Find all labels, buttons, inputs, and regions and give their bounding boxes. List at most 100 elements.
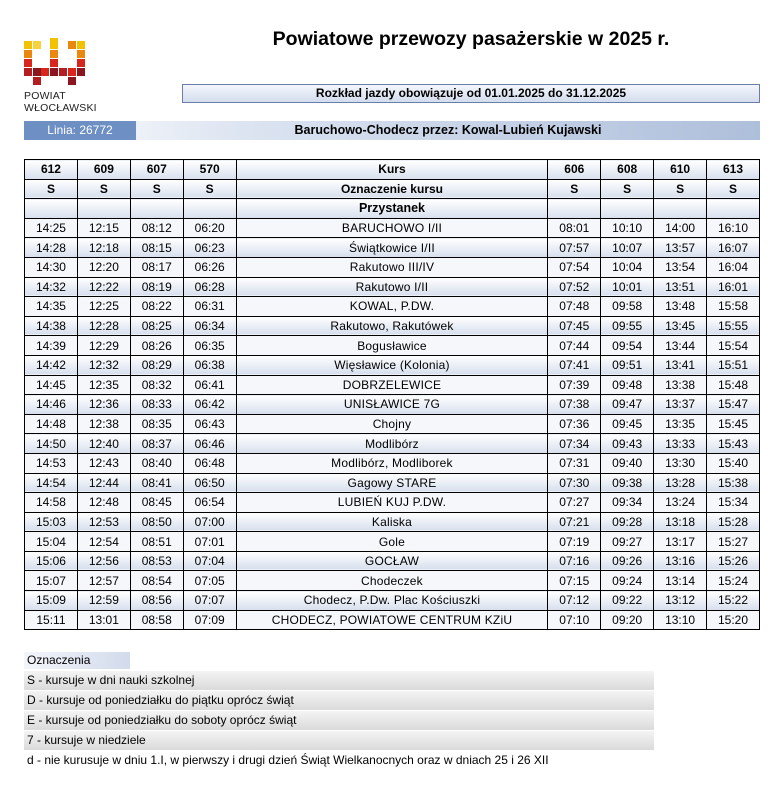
departure-time: 07:48 <box>547 296 602 317</box>
departure-time: 15:20 <box>706 609 760 631</box>
departure-time: 09:26 <box>600 550 655 572</box>
departure-time: 12:36 <box>76 394 131 415</box>
departure-time: 15:07 <box>24 570 78 592</box>
departure-time: 13:28 <box>653 472 708 494</box>
stop-name: UNISŁAWICE 7G <box>235 394 549 415</box>
stop-name: Rakutowo, Rakutówek <box>235 315 549 337</box>
departure-time: 14:45 <box>24 374 78 396</box>
line-number-label: Linia: 26772 <box>24 121 136 140</box>
departure-time: 13:33 <box>653 433 708 454</box>
table-row: 14:53 12:43 08:40 06:48 Modlibórz, Modlibore… <box>24 452 760 474</box>
departure-time: 08:22 <box>129 296 184 317</box>
table-row: 15:04 12:54 08:51 07:01 Gole 07:19 09:27 13:17 1… <box>24 531 760 552</box>
departure-time: 08:53 <box>129 550 184 572</box>
table-row: 14:48 12:38 08:35 06:43 Chojny 07:36 09:45 13:3… <box>24 413 760 435</box>
legend-item: E - kursuje od poniedziałku do soboty op… <box>24 711 654 730</box>
stop-name: Kaliska <box>235 511 549 533</box>
departure-time: 13:41 <box>653 354 708 376</box>
departure-time: 07:36 <box>547 413 602 435</box>
line-route-title: Baruchowo-Chodecz przez: Kowal-Lubień Ku… <box>294 123 602 137</box>
departure-time: 09:54 <box>600 335 655 356</box>
departure-time: 14:30 <box>24 256 78 278</box>
departure-time: 09:45 <box>600 413 655 435</box>
departure-time: 08:33 <box>129 394 184 415</box>
departure-time: 10:04 <box>600 256 655 278</box>
departure-time: 08:32 <box>129 374 184 396</box>
stop-name: Chodecz, P.Dw. Plac Kościuszki <box>235 590 549 611</box>
departure-time: 07:05 <box>182 570 237 592</box>
departure-time: 07:21 <box>547 511 602 533</box>
departure-time: 08:19 <box>129 276 184 298</box>
departure-time: 06:28 <box>182 276 237 298</box>
departure-time: 15:09 <box>24 590 78 611</box>
departure-time: 06:20 <box>182 217 237 239</box>
departure-time: 06:41 <box>182 374 237 396</box>
departure-time: 15:45 <box>706 413 760 435</box>
legend-item: S - kursuje w dni nauki szkolnej <box>24 671 654 690</box>
departure-time: 12:48 <box>76 492 131 513</box>
departure-time: 12:54 <box>76 531 131 552</box>
departure-time: 14:00 <box>653 217 708 239</box>
departure-time: 07:19 <box>547 531 602 552</box>
course-number: 608 <box>600 159 655 180</box>
table-row: 14:25 12:15 08:12 06:20 BARUCHOWO I/II 08:01 1… <box>24 217 760 239</box>
powiat-logo-mark-icon <box>24 38 85 85</box>
powiat-logo: POWIAT WŁOCŁAWSKI <box>24 38 164 118</box>
departure-time: 13:45 <box>653 315 708 337</box>
departure-time: 12:57 <box>76 570 131 592</box>
departure-time: 06:42 <box>182 394 237 415</box>
departure-time: 12:32 <box>76 354 131 376</box>
departure-time: 06:23 <box>182 237 237 258</box>
departure-time: 13:10 <box>653 609 708 631</box>
departure-time: 15:58 <box>706 296 760 317</box>
departure-time: 12:43 <box>76 452 131 474</box>
departure-time: 07:45 <box>547 315 602 337</box>
logo-text-powiat: POWIAT <box>24 90 66 102</box>
departure-time: 12:40 <box>76 433 131 454</box>
table-row: 15:07 12:57 08:54 07:05 Chodeczek 07:15 09:24 1… <box>24 570 760 592</box>
departure-time: 07:27 <box>547 492 602 513</box>
departure-time: 09:47 <box>600 394 655 415</box>
departure-time: 08:15 <box>129 237 184 258</box>
departure-time: 07:09 <box>182 609 237 631</box>
stop-name: GOCŁAW <box>235 550 549 572</box>
departure-time: 15:40 <box>706 452 760 474</box>
stop-name: Bogusławice <box>235 335 549 356</box>
departure-time: 14:48 <box>24 413 78 435</box>
marking-header: Oznaczenie kursu <box>235 178 549 200</box>
table-row: 14:28 12:18 08:15 06:23 Świątkowice I/II 07:5… <box>24 237 760 258</box>
course-number-row: 612 609 607 570 Kurs 606 608 610 613 <box>24 159 760 180</box>
departure-time: 08:37 <box>129 433 184 454</box>
departure-time: 14:28 <box>24 237 78 258</box>
departure-time: 06:34 <box>182 315 237 337</box>
departure-time: 12:44 <box>76 472 131 494</box>
table-row: 14:30 12:20 08:17 06:26 Rakutowo III/IV 07:54… <box>24 256 760 278</box>
departure-time: 07:15 <box>547 570 602 592</box>
departure-time: 14:58 <box>24 492 78 513</box>
departure-time: 08:58 <box>129 609 184 631</box>
line-bar: Linia: 26772 Baruchowo-Chodecz przez: Ko… <box>24 121 760 140</box>
departure-time: 09:27 <box>600 531 655 552</box>
departure-time: 08:35 <box>129 413 184 435</box>
departure-time: 12:38 <box>76 413 131 435</box>
departure-time: 07:44 <box>547 335 602 356</box>
departure-time: 15:47 <box>706 394 760 415</box>
departure-time: 12:20 <box>76 256 131 278</box>
departure-time: 13:44 <box>653 335 708 356</box>
page-title: Powiatowe przewozy pasażerskie w 2025 r. <box>272 28 670 50</box>
departure-time: 12:28 <box>76 315 131 337</box>
departure-time: 13:30 <box>653 452 708 474</box>
departure-time: 12:53 <box>76 511 131 533</box>
departure-time: 12:59 <box>76 590 131 611</box>
departure-time: 07:12 <box>547 590 602 611</box>
table-row: 14:42 12:32 08:29 06:38 Więsławice (Kolonia)… <box>24 354 760 376</box>
departure-time: 14:39 <box>24 335 78 356</box>
departure-time: 13:24 <box>653 492 708 513</box>
departure-time: 09:28 <box>600 511 655 533</box>
departure-time: 06:43 <box>182 413 237 435</box>
departure-time: 12:25 <box>76 296 131 317</box>
departure-time: 08:29 <box>129 354 184 376</box>
departure-time: 13:54 <box>653 256 708 278</box>
departure-time: 13:12 <box>653 590 708 611</box>
stop-name: Chojny <box>235 413 549 435</box>
